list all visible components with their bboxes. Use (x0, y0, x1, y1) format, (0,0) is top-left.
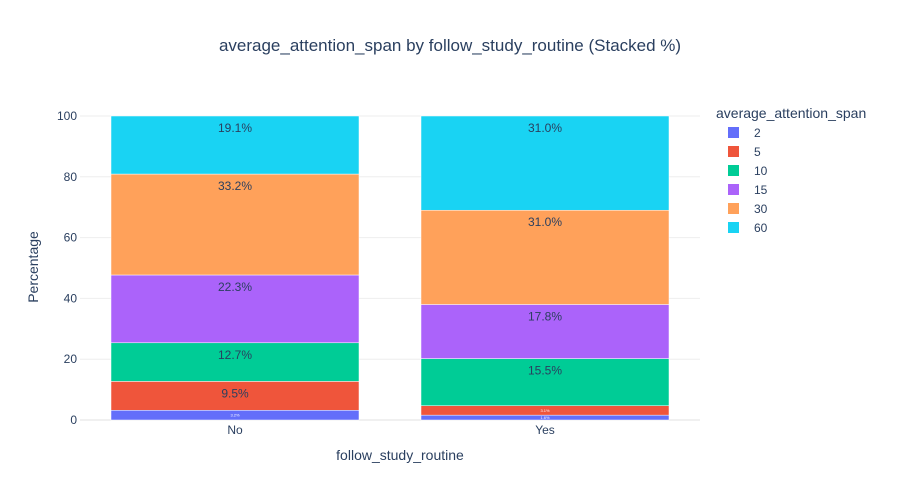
data-label: 19.1% (218, 121, 252, 135)
y-tick-label: 0 (70, 413, 77, 427)
legend-swatch[interactable] (728, 165, 739, 176)
x-axis-ticks: No Yes (227, 423, 554, 437)
y-tick-label: 60 (64, 231, 78, 245)
bar-segment (420, 115, 670, 211)
data-label: 22.3% (218, 280, 252, 294)
data-label: 31.0% (528, 121, 562, 135)
y-tick-label: 20 (64, 352, 78, 366)
data-label: 3.2% (230, 413, 240, 418)
y-axis-title: Percentage (25, 231, 41, 303)
legend-swatch[interactable] (728, 203, 739, 214)
x-axis-title: follow_study_routine (336, 447, 464, 463)
legend-item-label[interactable]: 5 (754, 145, 761, 159)
y-axis-ticks: 0 20 40 60 80 100 (57, 109, 77, 427)
legend-item-label[interactable]: 60 (754, 221, 768, 235)
bar-segment (110, 342, 360, 382)
legend: average_attention_span 2 5 10 15 30 60 (716, 105, 866, 235)
bar-segment (420, 304, 670, 359)
bar-segment (110, 274, 360, 344)
legend-swatch[interactable] (728, 127, 739, 138)
data-label: 9.5% (221, 386, 249, 400)
y-tick-label: 40 (64, 291, 78, 305)
y-tick-label: 80 (64, 170, 78, 184)
legend-swatch[interactable] (728, 222, 739, 233)
chart-title: average_attention_span by follow_study_r… (219, 36, 681, 55)
data-label: 15.5% (528, 364, 562, 378)
bar-segment (420, 209, 670, 305)
legend-item-label[interactable]: 15 (754, 183, 768, 197)
data-label: 31.0% (528, 215, 562, 229)
bars: 3.2% 9.5% 12.7% 22.3% 33.2% 19.1% 1.6% 3.1% 15.5… (110, 115, 670, 421)
data-label: 12.7% (218, 348, 252, 362)
legend-item-label[interactable]: 30 (754, 202, 768, 216)
data-label: 33.2% (218, 179, 252, 193)
bar-segment (420, 358, 670, 406)
bar-segment (110, 115, 360, 175)
bar-segment (110, 381, 360, 411)
legend-swatch[interactable] (728, 184, 739, 195)
x-tick-label: No (227, 423, 243, 437)
legend-item-label[interactable]: 2 (754, 126, 761, 140)
legend-title: average_attention_span (716, 105, 866, 121)
data-label: 3.1% (540, 408, 550, 413)
y-tick-label: 100 (57, 109, 77, 123)
legend-item-label[interactable]: 10 (754, 164, 768, 178)
data-label: 1.6% (540, 415, 550, 420)
data-label: 17.8% (528, 309, 562, 323)
x-tick-label: Yes (535, 423, 555, 437)
legend-swatch[interactable] (728, 146, 739, 157)
